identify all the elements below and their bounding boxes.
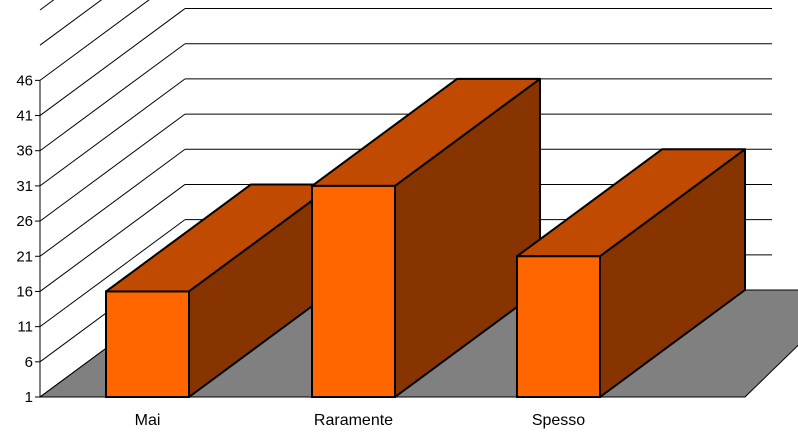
bar-front-face [516,255,601,399]
y-tick-label: 26 [16,213,33,230]
y-tick-label: 36 [16,143,33,160]
y-tick-label: 46 [16,72,33,89]
bar-front-face [311,184,396,398]
y-tick-label: 11 [17,319,33,336]
y-tick-label: 1 [25,389,33,406]
gridline-side [39,0,103,46]
bar-spesso [516,148,746,399]
x-category-label: Spesso [532,412,585,429]
gridline-side [39,0,55,11]
bar-raramente [311,77,541,398]
y-tick-label: 41 [16,108,33,125]
y-axis [35,79,41,398]
gridline-side [39,184,186,292]
bar-mai [105,183,335,399]
y-tick-label: 21 [16,248,33,265]
gridline-side [39,148,186,257]
y-tick-label: 6 [25,354,33,371]
gridline-side [39,0,150,81]
gridline-side [39,78,186,187]
y-tick-label: 16 [16,283,33,300]
gridline-side [39,43,186,152]
gridline-side [39,113,186,222]
gridline-side [39,219,186,328]
gridline-side [39,8,186,116]
bars [105,77,746,399]
bar-front-face [105,290,190,399]
y-tick-label: 31 [16,178,33,195]
x-category-label: Raramente [314,412,393,429]
x-category-labels: Mai Raramente Spesso [135,412,586,429]
x-category-label: Mai [135,412,161,429]
